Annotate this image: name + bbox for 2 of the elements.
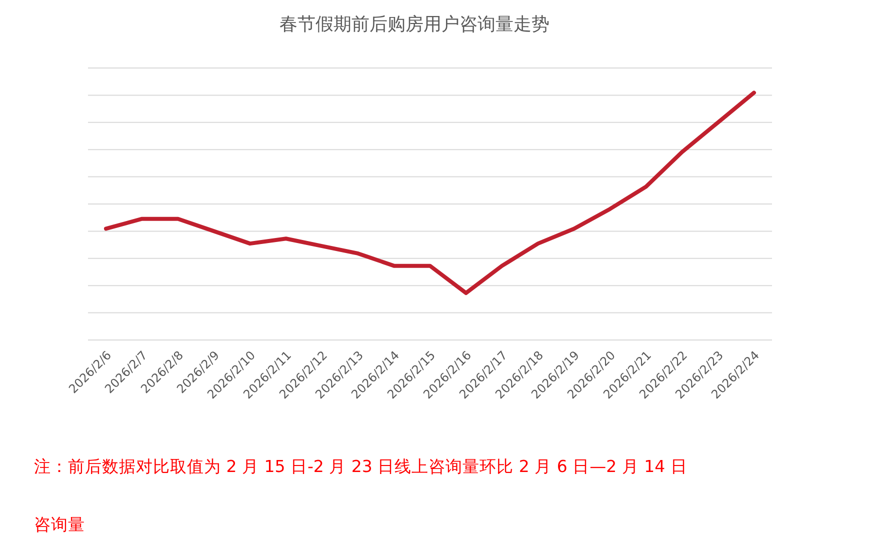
chart-title: 春节假期前后购房用户咨询量走势 (280, 14, 550, 35)
text: 注：前后数据对比取值为 2 月 15 日-2 月 23 日线上咨询量环比 2 月 6 日—2 月 14 日咨询量 (34, 457, 688, 534)
